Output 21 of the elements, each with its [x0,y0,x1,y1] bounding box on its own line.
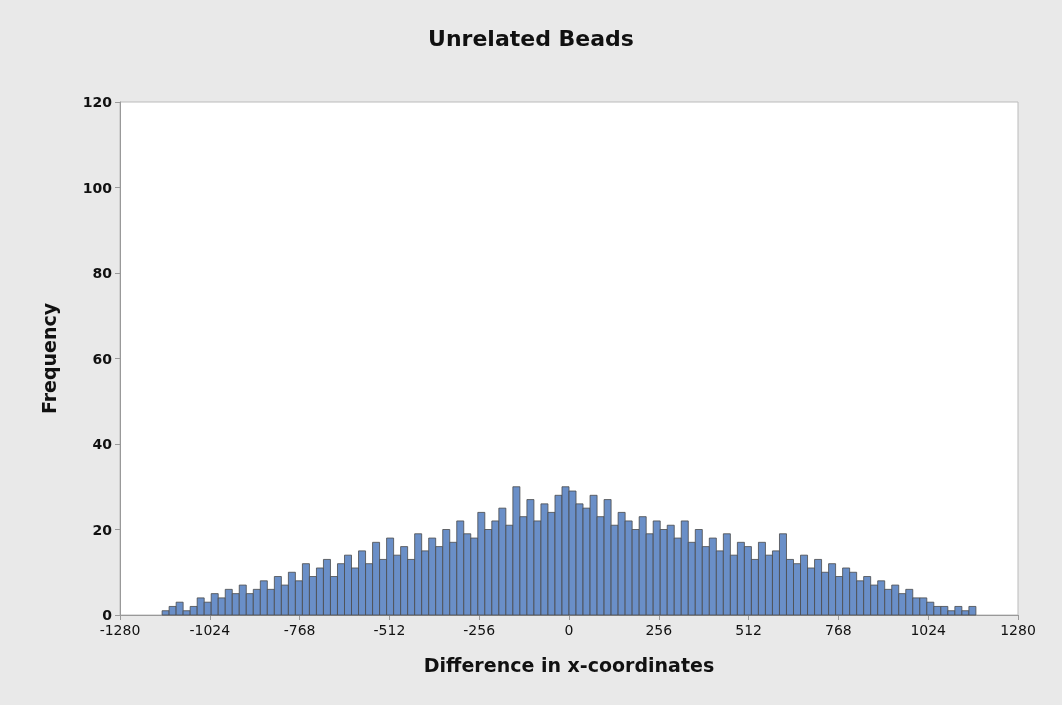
y-tick-label: 120 [82,94,113,110]
x-tick-label: 256 [645,622,673,638]
x-tick-label: -256 [463,622,496,638]
x-tick-label: -512 [373,622,406,638]
x-tick-label: -1024 [189,622,231,638]
y-tick-label: 80 [92,265,113,281]
y-tick-label: 100 [82,179,113,196]
y-tick-label: 20 [92,521,113,538]
x-tick-label: -768 [283,622,316,638]
x-axis-title: Difference in x-coordinates [423,653,715,676]
x-tick-label: 0 [564,622,574,638]
x-tick-label: 512 [735,622,762,638]
y-tick-label: 40 [92,436,113,452]
y-axis-title: Frequency [37,302,60,415]
y-tick-label: 60 [92,350,113,367]
y-tick-label: 0 [102,607,113,623]
x-tick-label: 1280 [1000,622,1036,638]
x-tick-label: 1024 [910,622,947,638]
x-tick-label: 768 [825,622,852,638]
chart-title: Unrelated Beads [428,25,634,51]
x-tick-label: -1280 [99,622,141,638]
